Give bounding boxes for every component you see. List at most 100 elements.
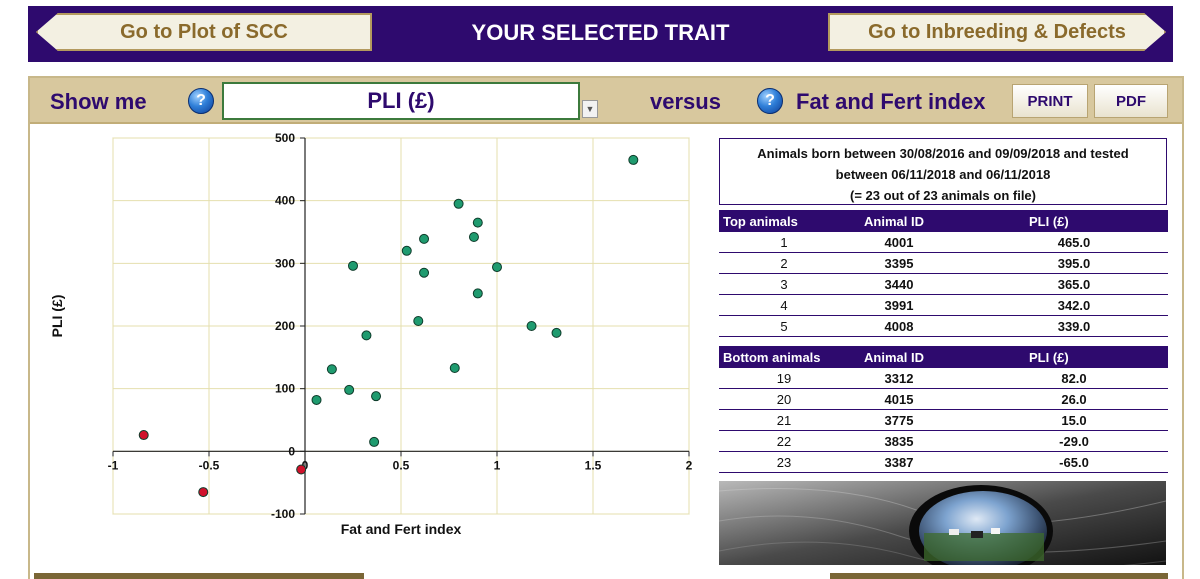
data-point	[526, 321, 537, 331]
data-point	[311, 394, 322, 405]
data-point	[361, 330, 372, 341]
go-to-scc-plot-button[interactable]: Go to Plot of SCC	[36, 13, 372, 51]
rank-cell: 22	[776, 434, 792, 449]
data-point	[198, 487, 209, 498]
table-row: 23 3387 -65.0	[719, 452, 1168, 473]
header-bottom-animals: Bottom animals	[723, 350, 821, 365]
data-point	[344, 384, 355, 395]
data-point	[551, 327, 562, 338]
help-icon-versus[interactable]: ?	[757, 88, 783, 114]
pli-cell: -29.0	[1059, 434, 1089, 449]
table-row: 20 4015 26.0	[719, 389, 1168, 410]
animal-id-cell: 3440	[884, 277, 914, 292]
header-pli: PLI (£)	[1029, 214, 1069, 229]
rank-cell: 20	[776, 392, 792, 407]
data-point	[369, 436, 380, 447]
data-point	[492, 262, 502, 273]
go-to-inbreeding-button[interactable]: Go to Inbreeding & Defects	[828, 13, 1166, 51]
pli-cell: 465.0	[1057, 235, 1091, 250]
data-point	[348, 260, 358, 271]
table-row: 5 4008 339.0	[719, 316, 1168, 337]
header-animal-id: Animal ID	[864, 214, 924, 229]
data-point	[419, 267, 430, 278]
header-animal-id: Animal ID	[864, 350, 924, 365]
info-line-2: between 06/11/2018 and 06/11/2018	[835, 167, 1051, 182]
rank-cell: 4	[780, 298, 788, 313]
rank-cell: 21	[776, 413, 792, 428]
pli-cell: 395.0	[1057, 256, 1091, 271]
animal-id-cell: 4015	[884, 392, 914, 407]
eye-illustration	[719, 481, 1166, 565]
rank-cell: 23	[776, 455, 792, 470]
x-tick-label: 0	[302, 458, 309, 472]
rank-cell: 19	[776, 371, 792, 386]
y-tick-label: -100	[271, 507, 295, 521]
header-bar: Go to Plot of SCC YOUR SELECTED TRAIT Go…	[28, 6, 1173, 62]
data-point	[401, 245, 412, 256]
page-title: YOUR SELECTED TRAIT	[471, 20, 730, 45]
animal-id-cell: 3775	[884, 413, 914, 428]
y-tick-label: 100	[275, 382, 295, 396]
animal-eye-image	[719, 481, 1166, 565]
y-tick-label: 200	[275, 319, 295, 333]
trait-select[interactable]: PLI (£)	[222, 82, 580, 120]
table-header: Bottom animals Animal ID PLI (£)	[719, 346, 1168, 368]
data-point	[472, 288, 483, 299]
table-row: 19 3312 82.0	[719, 368, 1168, 389]
pli-cell: 339.0	[1057, 319, 1091, 334]
pli-cell: 15.0	[1061, 413, 1087, 428]
table-row: 2 3395 395.0	[719, 253, 1168, 274]
animal-id-cell: 4008	[884, 319, 914, 334]
data-point	[413, 315, 424, 326]
data-point	[628, 154, 639, 165]
rank-cell: 2	[780, 256, 788, 271]
data-point	[371, 391, 382, 402]
scatter-chart: -1 -0.5 0 0.5 1 1.5 2 -100 0 100 200 300 400 500 PLI …	[49, 131, 693, 537]
header-top-animals: Top animals	[723, 214, 798, 229]
table-row: 21 3775 15.0	[719, 410, 1168, 431]
animal-id-cell: 3835	[884, 434, 914, 449]
x-axis-label: Fat and Fert index	[341, 521, 462, 537]
header-pli: PLI (£)	[1029, 350, 1069, 365]
data-point	[468, 232, 479, 243]
chevron-down-icon[interactable]: ▼	[582, 100, 598, 118]
versus-trait-label[interactable]: Fat and Fert index	[796, 89, 986, 114]
x-tick-label: -0.5	[199, 458, 220, 472]
y-tick-label: 400	[275, 194, 295, 208]
data-point	[419, 233, 430, 244]
pli-cell: 342.0	[1057, 298, 1091, 313]
data-point	[472, 217, 483, 228]
show-me-label: Show me	[50, 89, 147, 114]
table-row: 3 3440 365.0	[719, 274, 1168, 295]
data-point	[296, 464, 307, 475]
x-tick-label: -1	[108, 458, 119, 472]
y-tick-label: 0	[288, 444, 295, 458]
animal-id-cell: 3312	[884, 371, 914, 386]
y-tick-label: 300	[275, 256, 295, 270]
pli-cell: 82.0	[1061, 371, 1087, 386]
table-row: 22 3835 -29.0	[719, 431, 1168, 452]
data-point	[449, 362, 460, 373]
x-tick-label: 0.5	[393, 458, 410, 472]
animal-id-cell: 3991	[884, 298, 914, 313]
data-point	[453, 198, 464, 209]
help-icon[interactable]: ?	[188, 88, 214, 114]
x-tick-label: 1	[494, 458, 501, 472]
y-axis-label: PLI (£)	[49, 295, 65, 338]
data-point	[138, 430, 149, 441]
data-point	[326, 364, 337, 375]
pli-cell: 26.0	[1061, 392, 1087, 407]
x-tick-label: 1.5	[585, 458, 602, 472]
pli-cell: 365.0	[1057, 277, 1091, 292]
pdf-button[interactable]: PDF	[1094, 84, 1168, 118]
table-row: 1 4001 465.0	[719, 232, 1168, 253]
table-header: Top animals Animal ID PLI (£)	[719, 210, 1168, 232]
animal-id-cell: 3387	[884, 455, 914, 470]
animal-id-cell: 3395	[884, 256, 914, 271]
x-tick-label: 2	[686, 458, 693, 472]
pli-cell: -65.0	[1059, 455, 1089, 470]
print-button[interactable]: PRINT	[1012, 84, 1088, 118]
info-box: Animals born between 30/08/2016 and 09/0…	[719, 138, 1167, 205]
versus-label: versus	[650, 89, 721, 114]
table-row: 4 3991 342.0	[719, 295, 1168, 316]
